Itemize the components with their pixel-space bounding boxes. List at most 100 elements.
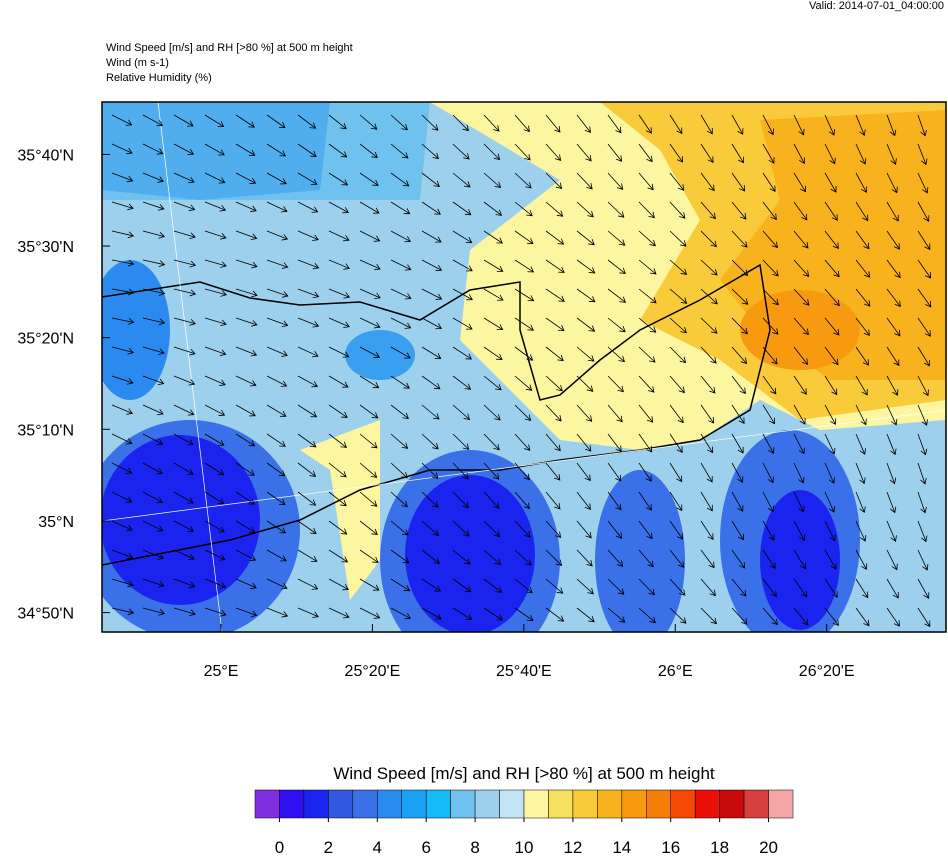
field (102, 102, 946, 632)
wind-arrow (235, 404, 256, 417)
wind-arrow (142, 375, 165, 386)
wind-arrow (452, 433, 470, 450)
x-tick-label: 26°E (658, 663, 693, 680)
wind-arrow (173, 520, 195, 533)
wind-arrow (204, 346, 227, 356)
wind-arrow (762, 607, 779, 626)
wind-arrow (111, 288, 135, 296)
wind-arrow (142, 143, 164, 155)
wind-arrow (917, 172, 929, 194)
wind-arrow (545, 114, 561, 133)
wind-arrow (917, 114, 927, 137)
wind-arrow (545, 433, 561, 452)
wind-arrow (483, 607, 504, 621)
wind-arrow (576, 259, 596, 274)
wind-arrow (793, 491, 805, 513)
colorbar-tick-label: 18 (710, 838, 729, 854)
wind-arrow (700, 143, 714, 164)
wind-arrow (824, 288, 840, 307)
wind-arrow (545, 143, 562, 161)
wind-arrow (173, 578, 196, 589)
wind-arrow (762, 549, 776, 570)
wind-arrow (111, 578, 134, 588)
wind-arrow (700, 491, 713, 512)
wind-arrow (421, 462, 439, 479)
colorbar-box (254, 789, 280, 819)
wind-arrow (359, 114, 378, 130)
wind-arrow (514, 549, 532, 566)
wind-arrow (142, 607, 166, 616)
wind-arrow (452, 346, 473, 360)
wind-arrow (266, 491, 286, 506)
wind-arrow (731, 404, 745, 425)
wind-arrow (731, 607, 748, 625)
y-tick-label: 34°50'N (17, 606, 74, 623)
wind-arrow (607, 143, 623, 162)
wind-arrow (390, 317, 412, 329)
wind-arrow (328, 288, 351, 299)
wind-arrow (235, 259, 258, 269)
wind-arrow (700, 288, 718, 305)
wind-arrow (917, 404, 928, 426)
wind-arrow (669, 578, 686, 596)
wind-arrow (514, 462, 530, 481)
wind-arrow (390, 346, 411, 359)
y-tick-label: 35°20'N (17, 331, 74, 348)
wind-arrow (359, 578, 380, 591)
wind-arrow (452, 462, 469, 480)
wind-arrow (266, 317, 289, 328)
wind-arrow (669, 230, 687, 247)
wind-arrow (700, 114, 713, 135)
wind-arrow (762, 259, 779, 277)
wind-arrow (173, 491, 194, 504)
wind-arrow (793, 607, 809, 626)
x-tick-label: 26°20'E (799, 663, 855, 680)
wind-arrow (328, 578, 349, 591)
wind-arrow (917, 578, 930, 599)
colorbar-title: Wind Speed [m/s] and RH [>80 %] at 500 m… (333, 764, 715, 783)
wind-arrow (514, 375, 533, 391)
wind-arrow (328, 549, 349, 563)
wind-arrow (855, 346, 869, 366)
wind-arrow (855, 578, 869, 599)
wind-arrow (452, 288, 473, 301)
wind-arrow (669, 549, 685, 568)
wind-arrow (390, 520, 409, 536)
title-line: Wind Speed [m/s] and RH [>80 %] at 500 m… (106, 42, 353, 54)
wind-arrow (669, 201, 686, 219)
wind-arrow (855, 375, 868, 396)
wind-arrow (576, 143, 592, 162)
wind-arrow (111, 520, 133, 532)
wind-arrow (266, 462, 286, 477)
wind-arrow (545, 259, 565, 273)
wind-arrow (731, 375, 746, 395)
wind-arrow (483, 520, 501, 538)
wind-arrow (669, 462, 683, 483)
wind-arrow (235, 491, 255, 505)
wind-arrow (266, 230, 289, 241)
wind-arrow (328, 491, 347, 507)
wind-arrow (297, 346, 319, 358)
wind-arrow (173, 230, 196, 240)
colorbar-box (621, 789, 647, 819)
wind-arrow (204, 172, 226, 184)
wind-arrow (576, 288, 596, 303)
wind-arrow (204, 520, 225, 533)
wind-arrow (793, 259, 810, 277)
wind-arrow (297, 317, 320, 328)
wind-arrow (235, 346, 258, 357)
colorbar-tick-label: 10 (515, 838, 534, 854)
wind-arrow (421, 143, 440, 160)
wind-arrow (514, 288, 535, 302)
wind-arrow (452, 259, 473, 272)
wind-arrow (514, 607, 534, 622)
wind-arrow (111, 375, 134, 385)
wind-arrow (824, 607, 839, 626)
wind-arrow (173, 607, 196, 617)
wind-arrow (514, 172, 532, 189)
wind-arrow (111, 201, 134, 211)
wind-arrow (390, 143, 409, 159)
wind-arrow (514, 433, 531, 451)
wind-arrow (700, 259, 718, 276)
wind-arrow (576, 491, 591, 511)
